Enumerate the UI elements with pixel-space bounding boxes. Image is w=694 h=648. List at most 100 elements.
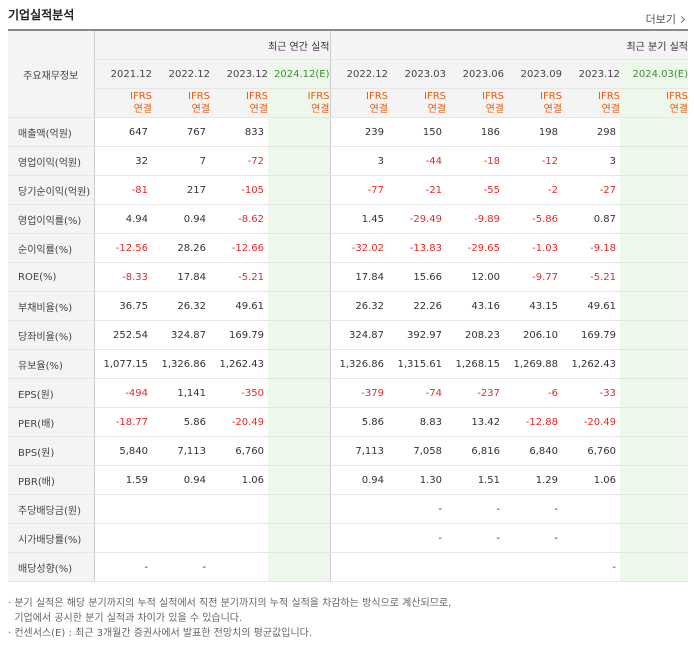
table-cell: 0.94 <box>329 465 388 495</box>
table-cell: -20.49 <box>562 407 620 437</box>
table-cell <box>268 262 330 292</box>
basis-consolidated: 연결 <box>191 104 210 115</box>
basis-consolidated: 연결 <box>543 104 562 115</box>
table-cell <box>620 320 688 350</box>
table-cell: -81 <box>93 175 152 205</box>
basis-consolidated: 연결 <box>369 104 388 115</box>
table-row: 영업이익(억원) 32 7 -72 3 -44 -18 -12 3 <box>8 146 688 176</box>
table-cell <box>93 523 152 553</box>
table-cell <box>152 523 210 553</box>
table-cell: 22.26 <box>388 291 446 321</box>
table-cell: 1.30 <box>388 465 446 495</box>
section-title: 기업실적분석 <box>8 8 75 22</box>
basis-ifrs: IFRS <box>540 91 562 102</box>
table-cell: 17.84 <box>329 262 388 292</box>
table-cell <box>620 117 688 147</box>
table-cell: 7,113 <box>152 436 210 466</box>
period-header: 2023.06 <box>446 59 504 89</box>
table-cell: 5.86 <box>329 407 388 437</box>
table-cell: 150 <box>388 117 446 147</box>
table-cell: - <box>388 523 446 553</box>
table-row: ROE(%) -8.33 17.84 -5.21 17.84 15.66 12.00 -9.7… <box>8 262 688 292</box>
table-cell: - <box>388 494 446 524</box>
table-cell <box>268 523 330 553</box>
table-cell: 32 <box>93 146 152 176</box>
table-cell: -13.83 <box>388 233 446 263</box>
table-cell: -494 <box>93 378 152 408</box>
table-cell <box>329 494 388 524</box>
table-cell: -27 <box>562 175 620 205</box>
table-cell <box>620 262 688 292</box>
basis-ifrs: IFRS <box>424 91 446 102</box>
table-row: 순이익률(%) -12.56 28.26 -12.66 -32.02 -13.83 -29.… <box>8 233 688 263</box>
table-cell: 6,760 <box>210 436 268 466</box>
table-cell: -33 <box>562 378 620 408</box>
table-cell: -21 <box>388 175 446 205</box>
table-cell: 0.94 <box>152 465 210 495</box>
footnotes: · 분기 실적은 해당 분기까지의 누적 실적에서 직전 분기까지의 누적 실적… <box>8 596 451 641</box>
more-link[interactable]: 더보기 <box>646 11 686 27</box>
table-cell: -77 <box>329 175 388 205</box>
table-cell <box>268 117 330 147</box>
table-cell: 239 <box>329 117 388 147</box>
table-row: 당기순이익(억원) -81 217 -105 -77 -21 -55 -2 -27 <box>8 175 688 205</box>
table-cell: 3 <box>562 146 620 176</box>
row-label: 영업이익률(%) <box>8 204 94 234</box>
basis-consolidated: 연결 <box>133 104 152 115</box>
basis-ifrs: IFRS <box>188 91 210 102</box>
table-cell: -6 <box>504 378 562 408</box>
table-cell <box>562 494 620 524</box>
table-cell <box>268 146 330 176</box>
table-cell: -72 <box>210 146 268 176</box>
table-cell: -29.49 <box>388 204 446 234</box>
table-cell: -9.89 <box>446 204 504 234</box>
table-cell: 298 <box>562 117 620 147</box>
table-cell: -379 <box>329 378 388 408</box>
table-row: 영업이익률(%) 4.94 0.94 -8.62 1.45 -29.49 -9.89 -5.8… <box>8 204 688 234</box>
table-cell <box>620 494 688 524</box>
basis-header: IFRS 연결 <box>210 88 268 118</box>
table-cell <box>268 291 330 321</box>
table-row: 매출액(억원) 647 767 833 239 150 186 198 298 <box>8 117 688 147</box>
period-header: 2023.03 <box>388 59 446 89</box>
row-label: BPS(원) <box>8 436 94 466</box>
table-cell: 5,840 <box>93 436 152 466</box>
table-cell: -12.66 <box>210 233 268 263</box>
row-label: 순이익률(%) <box>8 233 94 263</box>
table-cell: 43.16 <box>446 291 504 321</box>
table-row: PER(배) -18.77 5.86 -20.49 5.86 8.83 13.42 -12.8… <box>8 407 688 437</box>
table-cell: 1,269.88 <box>504 349 562 379</box>
basis-consolidated: 연결 <box>311 104 330 115</box>
table-row: 당좌비율(%) 252.54 324.87 169.79 324.87 392.97 208… <box>8 320 688 350</box>
table-cell: -1.03 <box>504 233 562 263</box>
table-cell: 392.97 <box>388 320 446 350</box>
table-cell: 13.42 <box>446 407 504 437</box>
table-cell: -55 <box>446 175 504 205</box>
basis-consolidated: 연결 <box>249 104 268 115</box>
table-cell <box>562 523 620 553</box>
table-cell: 7 <box>152 146 210 176</box>
table-cell: 15.66 <box>388 262 446 292</box>
table-cell: 198 <box>504 117 562 147</box>
row-label: 배당성향(%) <box>8 552 94 582</box>
table-cell <box>210 494 268 524</box>
table-cell: 324.87 <box>329 320 388 350</box>
basis-ifrs: IFRS <box>246 91 268 102</box>
table-cell: -8.62 <box>210 204 268 234</box>
row-label: ROE(%) <box>8 262 94 292</box>
table-row: PBR(배) 1.59 0.94 1.06 0.94 1.30 1.51 1.29 1.06 <box>8 465 688 495</box>
basis-header: IFRS 연결 <box>562 88 620 118</box>
table-cell <box>268 494 330 524</box>
table-cell: 6,760 <box>562 436 620 466</box>
table-cell <box>620 523 688 553</box>
table-cell: -12 <box>504 146 562 176</box>
table-cell: 1,141 <box>152 378 210 408</box>
table-cell: 1.06 <box>210 465 268 495</box>
table-cell: 1.59 <box>93 465 152 495</box>
table-cell: - <box>504 523 562 553</box>
table-cell <box>620 175 688 205</box>
basis-ifrs: IFRS <box>307 91 330 102</box>
table-cell: -5.86 <box>504 204 562 234</box>
table-cell: 1,077.15 <box>93 349 152 379</box>
table-cell <box>620 378 688 408</box>
